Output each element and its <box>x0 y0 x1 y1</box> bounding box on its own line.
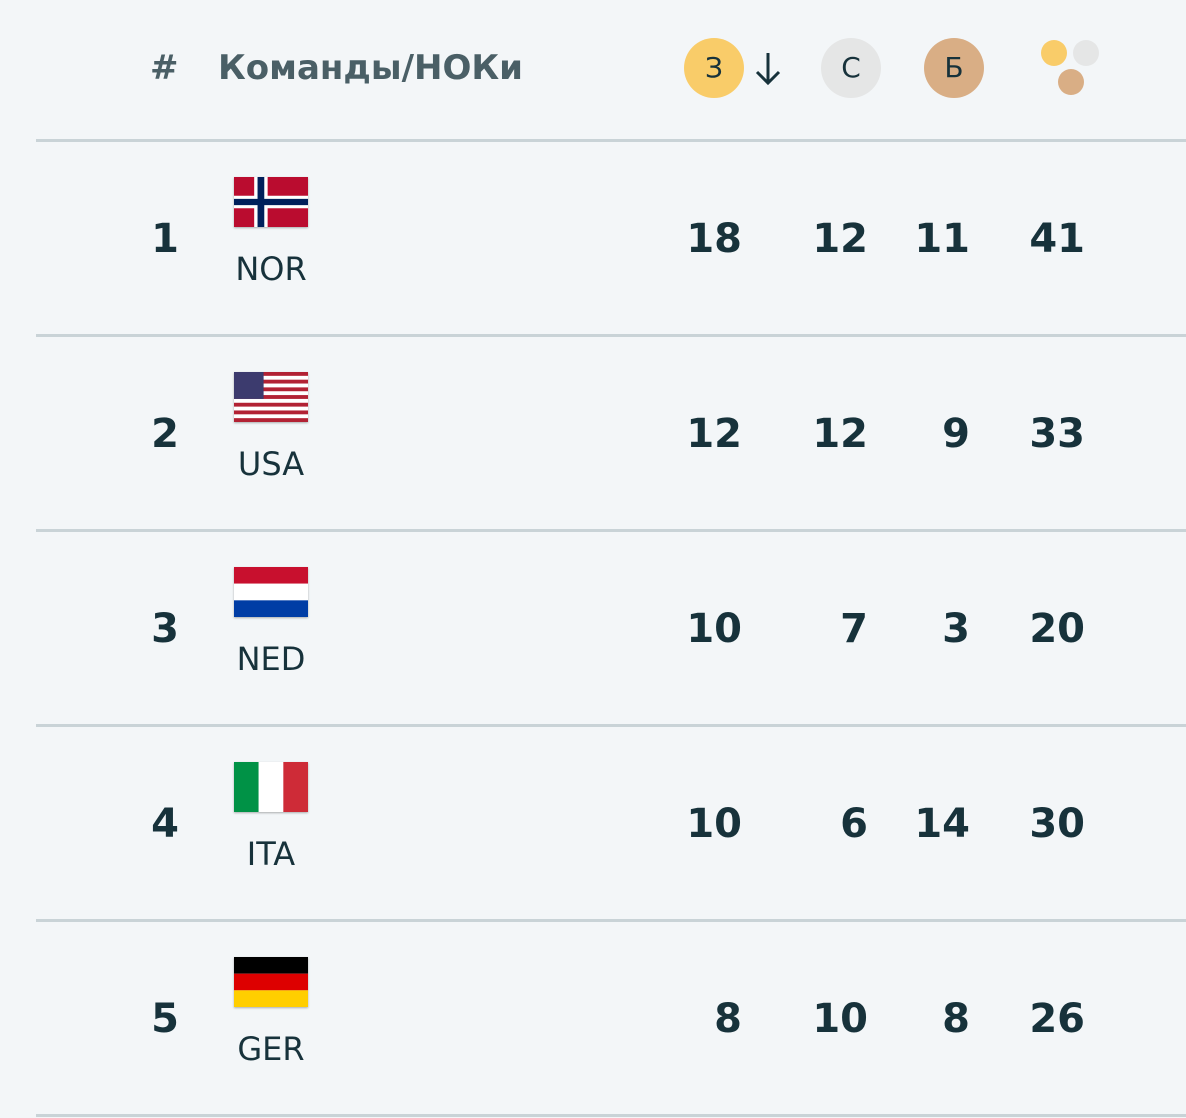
bronze-count: 8 <box>942 996 970 1042</box>
flag <box>234 762 308 812</box>
total-count: 26 <box>1029 996 1085 1042</box>
total-count: 20 <box>1029 606 1085 652</box>
rank: 1 <box>151 216 179 262</box>
gold-count: 8 <box>714 996 742 1042</box>
row[interactable]: 1 NOR 18 12 11 41 <box>36 139 1186 337</box>
row[interactable]: 2 USA 12 12 9 33 <box>36 334 1186 532</box>
bronze-count: 11 <box>914 216 970 262</box>
bronze-count: 3 <box>942 606 970 652</box>
country-code: NOR <box>235 250 307 288</box>
silver-count: 7 <box>840 606 868 652</box>
total-count: 30 <box>1029 801 1085 847</box>
row[interactable]: 5 GER 8 10 8 26 <box>36 919 1186 1117</box>
row[interactable]: 4 ITA 10 6 14 30 <box>36 724 1186 922</box>
rank: 5 <box>151 996 179 1042</box>
rank-header: # <box>150 48 179 88</box>
flag <box>234 177 308 227</box>
total-icon[interactable] <box>1038 38 1104 98</box>
table-bottom-border <box>36 1114 1186 1117</box>
gold-count: 18 <box>686 216 742 262</box>
silver-count: 12 <box>812 411 868 457</box>
silver-count: 10 <box>812 996 868 1042</box>
silver-count: 6 <box>840 801 868 847</box>
bronze-count: 9 <box>942 411 970 457</box>
country-code: USA <box>237 445 305 483</box>
gold-header[interactable]: З <box>684 38 744 98</box>
flag <box>234 957 308 1007</box>
bronze-count: 14 <box>914 801 970 847</box>
total-count: 41 <box>1029 216 1085 262</box>
sort-arrow <box>755 53 781 86</box>
gold-count: 10 <box>686 606 742 652</box>
country-code: GER <box>237 1030 305 1068</box>
gold-count: 10 <box>686 801 742 847</box>
country-code: ITA <box>246 835 296 873</box>
country-code: NED <box>236 640 306 678</box>
total-count: 33 <box>1029 411 1085 457</box>
rank: 4 <box>151 801 179 847</box>
rank: 3 <box>151 606 179 652</box>
rank: 2 <box>151 411 179 457</box>
team-header[interactable]: Команды/НОКи <box>218 48 523 88</box>
silver-header[interactable]: С <box>821 38 881 98</box>
row[interactable]: 3 NED 10 7 3 20 <box>36 529 1186 727</box>
bronze-header[interactable]: Б <box>924 38 984 98</box>
silver-count: 12 <box>812 216 868 262</box>
gold-count: 12 <box>686 411 742 457</box>
flag <box>234 567 308 617</box>
flag <box>234 372 308 422</box>
